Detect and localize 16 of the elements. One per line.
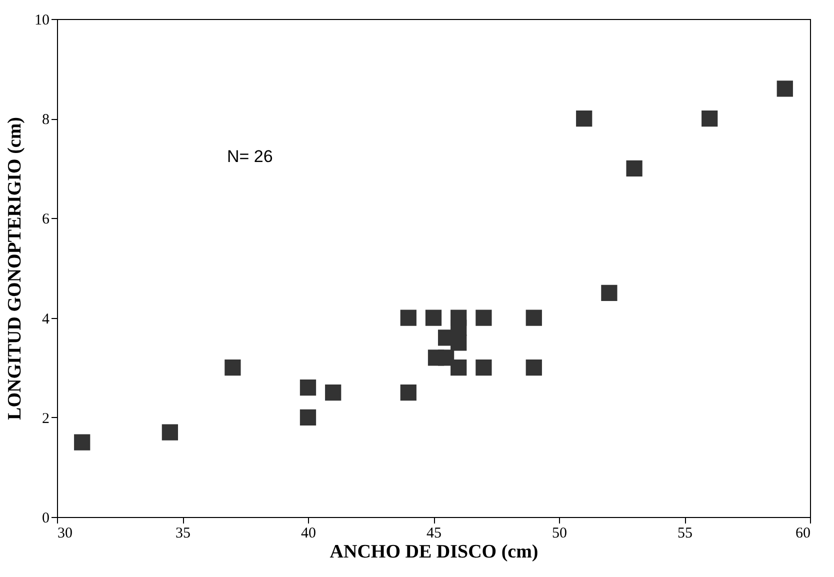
x-tick-label: 60 [796,526,810,542]
x-tick-label: 35 [176,526,190,542]
y-axis-title: LONGITUD GONOPTERIGIO (cm) [4,117,26,420]
x-tick-label: 55 [678,526,692,542]
y-tick-label: 4 [42,311,50,328]
y-tick-label: 2 [42,410,50,427]
y-tick-label: 0 [42,510,50,526]
annotation: N= 26 [227,147,273,166]
x-tick-label: 50 [552,526,567,542]
y-tick-label: 8 [42,112,50,128]
x-tick-label: 45 [426,526,442,542]
x-tick-label: 40 [301,526,316,542]
x-axis-title: ANCHO DE DISCO (cm) [330,542,538,562]
x-tick-label: 30 [58,526,72,542]
y-tick-label: 10 [34,12,50,28]
y-tick-label: 6 [42,212,50,228]
